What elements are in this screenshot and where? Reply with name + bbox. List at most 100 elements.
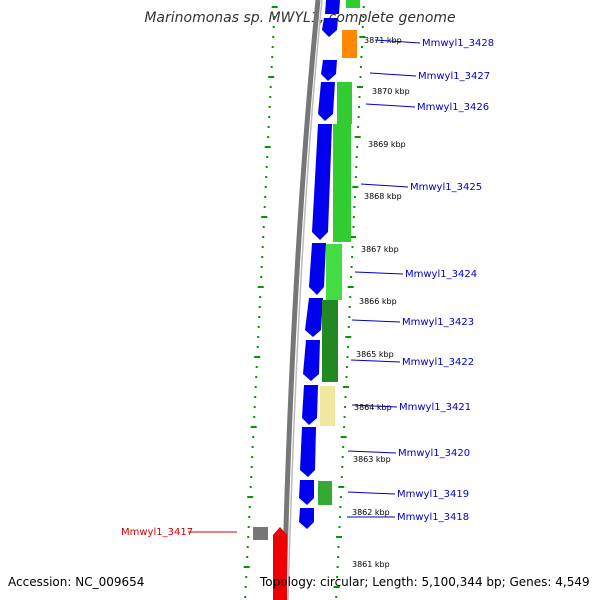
gene-label[interactable]: Mmwyl1_3424 <box>405 269 477 280</box>
gray-feature <box>253 527 268 540</box>
gc-track-dot <box>265 166 268 168</box>
scale-track-dot <box>342 446 345 448</box>
gc-track-dot <box>271 56 274 58</box>
gc-track-dot <box>272 36 275 38</box>
gc-track-dot <box>247 526 250 528</box>
scale-track-dot <box>347 286 354 288</box>
gc-track-dot <box>254 396 257 398</box>
gc-track-dot <box>268 76 275 78</box>
cds-feature-3[interactable] <box>321 60 337 81</box>
scale-track-dot <box>350 236 356 238</box>
scale-track-dot <box>335 596 338 598</box>
gene-leader-line <box>354 271 404 275</box>
gc-track-dot <box>265 176 268 178</box>
cds-feature-5[interactable] <box>312 124 332 240</box>
gene-label[interactable]: Mmwyl1_3425 <box>410 182 482 193</box>
gene-label[interactable]: Mmwyl1_3418 <box>397 512 469 523</box>
scale-track-dot <box>355 156 358 158</box>
gc-track-dot <box>261 216 268 218</box>
scale-track-dot <box>358 96 361 98</box>
scale-track-dot <box>345 336 352 338</box>
gene-label[interactable]: Mmwyl1_3422 <box>402 357 474 368</box>
gc-track-dot <box>268 106 271 108</box>
genome-backbone-inner <box>287 0 323 600</box>
cds-feature-10[interactable] <box>300 427 316 477</box>
scale-track-dot <box>338 516 341 518</box>
scale-track-dot <box>348 316 351 318</box>
scale-track-dot <box>352 216 355 218</box>
gc-track-dot <box>262 236 265 238</box>
scale-track <box>333 6 366 598</box>
gc-track-dot <box>262 226 265 228</box>
cds-feature-4[interactable] <box>318 82 335 121</box>
scale-track-dot <box>343 386 349 388</box>
scale-label: 3868 kbp <box>364 192 402 201</box>
scale-track-dot <box>357 126 360 128</box>
scale-track-dot <box>355 166 358 168</box>
scale-track-dot <box>347 326 350 328</box>
gc-track-dot <box>261 256 264 258</box>
cds-feature-1[interactable] <box>325 0 340 14</box>
scale-track-dot <box>362 6 365 8</box>
genome-title: Marinomonas sp. MWYL1, complete genome <box>144 10 456 26</box>
gc-track-dot <box>245 576 248 578</box>
gene-label[interactable]: Mmwyl1_3421 <box>399 402 471 413</box>
gene-leader-line <box>347 450 397 454</box>
cds-feature-9[interactable] <box>302 385 318 425</box>
cds-feature-11[interactable] <box>299 480 314 505</box>
gene-label[interactable]: Mmwyl1_3428 <box>422 38 494 49</box>
gc-track-dot <box>258 316 261 318</box>
gc-track-dot <box>271 6 278 8</box>
scale-track-dot <box>358 106 361 108</box>
gene-label[interactable]: Mmwyl1_3427 <box>418 71 490 82</box>
scale-track-dot <box>340 436 347 438</box>
cds-feature-12[interactable] <box>299 508 314 529</box>
gc-track-dot <box>257 286 264 288</box>
gc-track-dot <box>271 46 274 48</box>
footer-accession: Accession: NC_009654 <box>8 575 145 589</box>
rna-feature-mmwyl1-3417[interactable] <box>273 527 287 600</box>
scale-label: 3862 kbp <box>352 508 390 517</box>
gene-label[interactable]: Mmwyl1_3417 <box>121 527 193 538</box>
cog-block-green-3 <box>326 244 342 300</box>
cds-feature-6[interactable] <box>309 243 326 295</box>
scale-track-dot <box>357 116 360 118</box>
cds-feature-7[interactable] <box>305 298 323 337</box>
gc-track-dot <box>253 406 256 408</box>
gc-track-dot <box>263 206 266 208</box>
cds-feature-2[interactable] <box>322 18 338 37</box>
gene-label[interactable]: Mmwyl1_3423 <box>402 317 474 328</box>
scale-label: 3867 kbp <box>361 245 399 254</box>
gc-track-dot <box>256 346 259 348</box>
gc-track-dot <box>272 26 275 28</box>
scale-track-dot <box>350 276 353 278</box>
gc-track-dot <box>247 536 250 538</box>
scale-track-dot <box>333 586 340 588</box>
scale-track-dot <box>352 226 355 228</box>
gc-track-dot <box>257 326 260 328</box>
gene-leader-line <box>374 39 421 44</box>
scale-track-dot <box>336 576 339 578</box>
scale-label: 3864 kbp <box>354 403 392 412</box>
gc-track-dot <box>269 96 272 98</box>
gene-label[interactable]: Mmwyl1_3426 <box>417 102 489 113</box>
gene-label[interactable]: Mmwyl1_3420 <box>398 448 470 459</box>
gc-track-dot <box>248 516 251 518</box>
cds-feature-8[interactable] <box>303 340 320 381</box>
scale-track-dot <box>345 376 348 378</box>
gc-track-dot <box>249 486 252 488</box>
scale-track-dot <box>341 456 344 458</box>
scale-track-dot <box>356 146 359 148</box>
gene-label[interactable]: Mmwyl1_3419 <box>397 489 469 500</box>
scale-label: 3869 kbp <box>368 140 406 149</box>
gc-track-dot <box>269 86 272 88</box>
gc-track-dot <box>251 446 254 448</box>
gc-track-dot <box>268 116 271 118</box>
gene-leader-line <box>360 183 409 188</box>
gc-track-dot <box>254 386 257 388</box>
gc-track-dot <box>244 596 247 598</box>
scale-track-dot <box>354 136 361 138</box>
gc-track-dot <box>264 186 267 188</box>
gene-leader-line <box>347 491 396 495</box>
